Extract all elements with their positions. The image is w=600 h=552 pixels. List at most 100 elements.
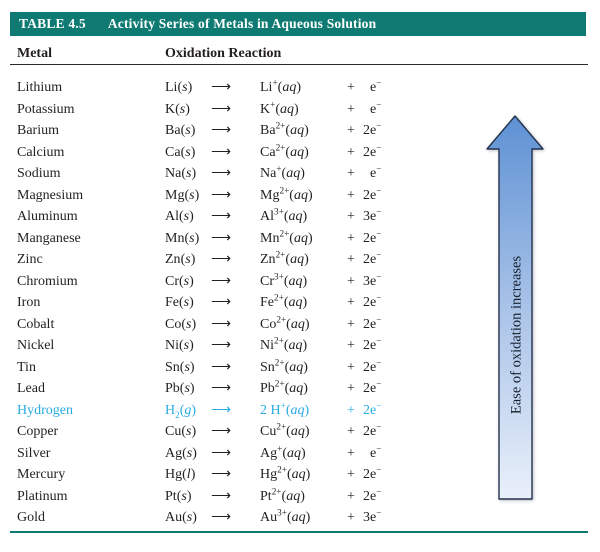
electron-term: 2e− [363, 313, 382, 332]
reaction-arrow-icon: ⟶ [211, 445, 231, 461]
reaction-arrow-icon: ⟶ [211, 316, 231, 332]
metal-name: Calcium [17, 144, 65, 160]
electron-term: 2e− [363, 464, 382, 482]
arrow-label: Ease of oxidation increases [509, 256, 525, 415]
table-row: Iron Fe(s) ⟶ Fe2+(aq) + 2e− [17, 292, 457, 314]
plus-sign: + [347, 359, 355, 375]
plus-sign: + [347, 123, 355, 138]
electron-term: 2e− [363, 421, 382, 439]
table-bottom-rule [10, 531, 588, 533]
header-divider [10, 64, 588, 65]
ease-of-oxidation-arrow: Ease of oxidation increases [486, 115, 544, 500]
reaction-arrow-icon: ⟶ [211, 359, 231, 375]
reactant-formula: Ca(s) [165, 144, 196, 160]
column-header-metal: Metal [17, 46, 52, 61]
metal-name: Potassium [17, 101, 75, 117]
reactant-formula: Ba(s) [165, 123, 196, 138]
reaction-arrow-icon: ⟶ [211, 338, 231, 353]
table-row: Barium Ba(s) ⟶ Ba2+(aq) + 2e− [17, 120, 457, 142]
table-title-bar: TABLE 4.5 Activity Series of Metals in A… [10, 12, 586, 36]
reaction-arrow-icon: ⟶ [211, 123, 231, 138]
metal-name: Barium [17, 123, 59, 138]
plus-sign: + [347, 381, 355, 396]
electron-term: 2e− [363, 399, 382, 418]
reactant-formula: Mn(s) [165, 230, 200, 246]
metal-name: Hydrogen [17, 402, 73, 418]
table-row: Copper Cu(s) ⟶ Cu2+(aq) + 2e− [17, 421, 457, 443]
reactant-formula: Cu(s) [165, 424, 197, 439]
product-formula: Mg2+(aq) [260, 184, 313, 203]
table-row: Magnesium Mg(s) ⟶ Mg2+(aq) + 2e− [17, 185, 457, 207]
product-formula: Li+(aq) [260, 77, 302, 95]
product-formula: Na+(aq) [260, 163, 305, 181]
metal-name: Lead [17, 381, 45, 396]
product-formula: Pb2+(aq) [260, 378, 308, 396]
product-formula: Al3+(aq) [260, 206, 308, 224]
product-formula: 2 H+(aq) [260, 399, 310, 418]
plus-sign: + [347, 295, 355, 310]
product-formula: Fe2+(aq) [260, 292, 308, 310]
reactant-formula: Au(s) [165, 510, 197, 525]
metal-name: Aluminum [17, 209, 78, 224]
reactant-formula: Al(s) [165, 209, 194, 224]
reaction-arrow-icon: ⟶ [211, 402, 231, 418]
reactant-formula: K(s) [165, 101, 190, 117]
metal-name: Chromium [17, 273, 78, 289]
electron-term: 2e− [363, 292, 382, 310]
metal-name: Lithium [17, 80, 63, 95]
metal-name: Zinc [17, 252, 43, 267]
metal-name: Copper [17, 424, 59, 439]
product-formula: Ba2+(aq) [260, 120, 309, 138]
product-formula: Sn2+(aq) [260, 356, 308, 375]
reactant-formula: Pb(s) [165, 381, 195, 396]
table-row: Lithium Li(s) ⟶ Li+(aq) + e− [17, 77, 457, 99]
table-row: Calcium Ca(s) ⟶ Ca2+(aq) + 2e− [17, 142, 457, 164]
plus-sign: + [347, 316, 355, 332]
electron-term: 2e− [363, 485, 382, 504]
plus-sign: + [347, 252, 355, 267]
reaction-arrow-icon: ⟶ [211, 252, 231, 267]
reaction-arrow-icon: ⟶ [211, 424, 231, 439]
metal-name: Iron [17, 295, 41, 310]
electron-term: 3e− [363, 507, 382, 525]
electron-term: 2e− [363, 378, 382, 396]
product-formula: Mn2+(aq) [260, 227, 313, 246]
table-row: Gold Au(s) ⟶ Au3+(aq) + 3e− [17, 507, 457, 529]
product-formula: Co2+(aq) [260, 313, 310, 332]
electron-term: e− [370, 98, 382, 117]
reactant-formula: Ag(s) [165, 445, 197, 461]
electron-term: 2e− [363, 356, 382, 375]
electron-term: 2e− [363, 120, 382, 138]
reactant-formula: Fe(s) [165, 295, 194, 310]
product-formula: Cu2+(aq) [260, 421, 310, 439]
reactant-formula: Sn(s) [165, 359, 195, 375]
reactant-formula: Ni(s) [165, 338, 194, 353]
plus-sign: + [347, 510, 355, 525]
table-row: Cobalt Co(s) ⟶ Co2+(aq) + 2e− [17, 314, 457, 336]
electron-term: 2e− [363, 184, 382, 203]
reaction-arrow-icon: ⟶ [211, 144, 231, 160]
electron-term: e− [370, 163, 382, 181]
plus-sign: + [347, 273, 355, 289]
table-row: Chromium Cr(s) ⟶ Cr3+(aq) + 3e− [17, 271, 457, 293]
product-formula: Cr3+(aq) [260, 270, 308, 289]
product-formula: Au3+(aq) [260, 507, 311, 525]
reactant-formula: Zn(s) [165, 252, 196, 267]
product-formula: K+(aq) [260, 98, 299, 117]
metal-name: Cobalt [17, 316, 55, 332]
plus-sign: + [347, 445, 355, 461]
reaction-arrow-icon: ⟶ [211, 101, 231, 117]
electron-term: 2e− [363, 249, 382, 267]
product-formula: Pt2+(aq) [260, 485, 305, 504]
table-row: Lead Pb(s) ⟶ Pb2+(aq) + 2e− [17, 378, 457, 400]
electron-term: 3e− [363, 270, 382, 289]
metal-name: Silver [17, 445, 51, 461]
metal-name: Nickel [17, 338, 55, 353]
reactant-formula: Cr(s) [165, 273, 194, 289]
reactant-formula: Hg(l) [165, 467, 196, 482]
plus-sign: + [347, 467, 355, 482]
table-row: Sodium Na(s) ⟶ Na+(aq) + e− [17, 163, 457, 185]
product-formula: Zn2+(aq) [260, 249, 309, 267]
plus-sign: + [347, 230, 355, 246]
table-row: Mercury Hg(l) ⟶ Hg2+(aq) + 2e− [17, 464, 457, 486]
